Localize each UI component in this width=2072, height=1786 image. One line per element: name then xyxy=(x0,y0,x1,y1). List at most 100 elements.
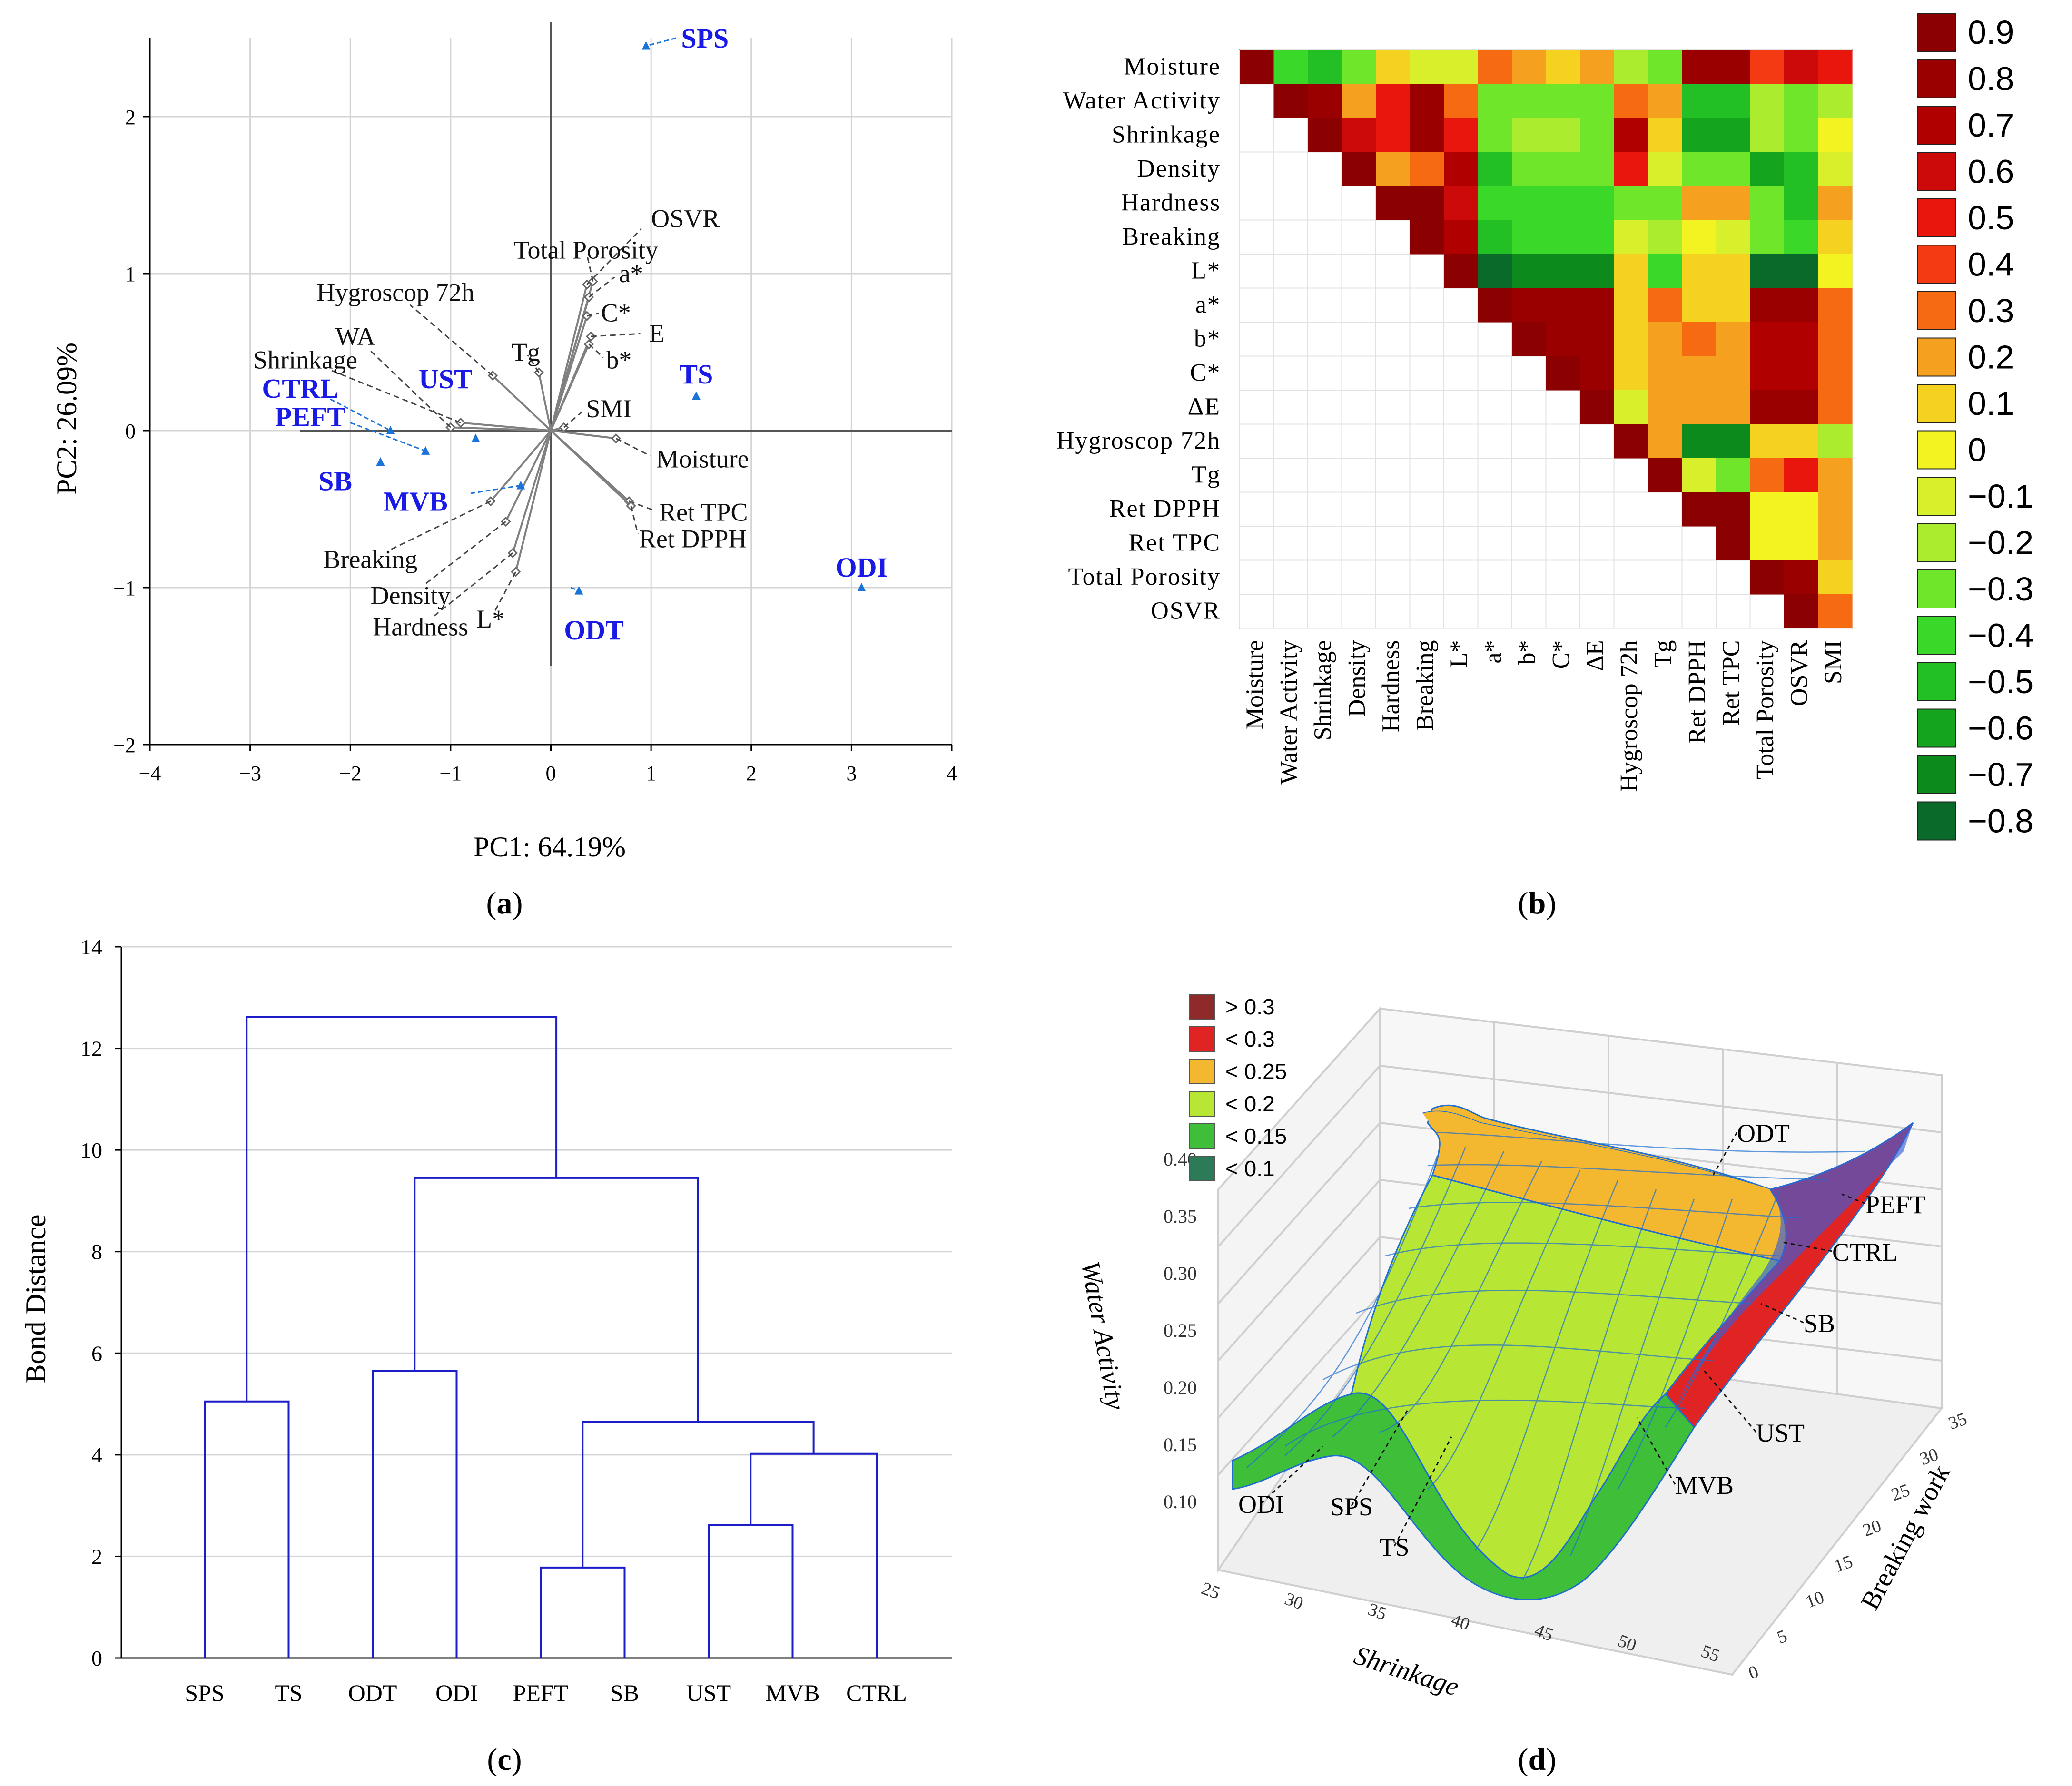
heatmap-cell xyxy=(1614,50,1648,84)
heatmap-cell xyxy=(1512,152,1546,186)
heatmap-cell xyxy=(1818,492,1853,527)
pca-variable-label: Hygroscop 72h xyxy=(316,278,474,307)
heatmap-cell xyxy=(1784,220,1818,255)
surface-legend-swatch xyxy=(1189,994,1215,1020)
heatmap-cell xyxy=(1614,220,1648,255)
legend-swatch xyxy=(1917,708,1956,748)
heatmap-cell xyxy=(1580,84,1614,118)
heatmap-cell xyxy=(1546,220,1580,255)
heatmap-cell xyxy=(1614,288,1648,323)
heatmap-cell xyxy=(1512,254,1546,288)
pca-variable-label: a* xyxy=(619,259,643,288)
dendrogram-leaf-label: PEFT xyxy=(513,1679,569,1706)
heatmap-cell xyxy=(1546,356,1580,391)
heatmap-cell xyxy=(1580,356,1614,391)
surface-z-tick-label: 0.30 xyxy=(1164,1263,1197,1284)
dendrogram-leaf-label: SPS xyxy=(185,1679,224,1706)
surface-legend-swatch xyxy=(1189,1123,1215,1149)
panel-label-b: (b) xyxy=(1518,886,1557,921)
heatmap-cell xyxy=(1750,560,1785,595)
surface-annotation-label: SB xyxy=(1804,1309,1835,1338)
heatmap-cell xyxy=(1818,458,1853,492)
heatmap-cell xyxy=(1784,322,1818,356)
surface-annotation-leader xyxy=(1712,1132,1738,1176)
heatmap-cell xyxy=(1376,84,1410,118)
legend-label: −0.6 xyxy=(1968,710,2033,747)
surface-annotation-leader xyxy=(1393,1436,1452,1547)
surface-z-tick-label: 0.15 xyxy=(1164,1434,1197,1455)
pca-y-tick-label: 0 xyxy=(125,420,136,443)
pca-sample-marker-ctrl xyxy=(386,426,395,434)
surface-legend-label: < 0.1 xyxy=(1225,1156,1275,1181)
heatmap-cell xyxy=(1716,322,1750,356)
heatmap-cell xyxy=(1648,84,1682,118)
heatmap-cell xyxy=(1546,254,1580,288)
pca-label-leader xyxy=(588,276,615,298)
pca-variable-label: Ret DPPH xyxy=(639,525,747,553)
legend-label: 0.1 xyxy=(1968,385,2014,422)
surface-x-axis-title: Shrinkage xyxy=(1351,1640,1462,1702)
panel-label-c-letter: c xyxy=(497,1742,511,1777)
dendrogram-y-tick-label: 4 xyxy=(91,1443,102,1467)
heatmap-cell xyxy=(1444,84,1478,118)
pca-y-tick-label: 2 xyxy=(125,106,136,129)
pca-variable-label: Breaking xyxy=(323,545,417,574)
pca-sample-leader xyxy=(330,398,391,432)
heatmap-row-label: ΔE xyxy=(1188,393,1221,420)
pca-variable-label: Total Porosity xyxy=(513,236,658,265)
pca-variable-label: Tg xyxy=(512,338,540,366)
heatmap-cell xyxy=(1716,492,1750,527)
legend-label: 0.6 xyxy=(1968,153,2014,190)
heatmap-cell xyxy=(1580,152,1614,186)
heatmap-row-label: Tg xyxy=(1191,461,1221,488)
legend-label: −0.2 xyxy=(1968,524,2033,561)
pca-vector-density xyxy=(504,430,552,522)
pca-label-leader xyxy=(630,506,639,534)
heatmap-cell xyxy=(1784,526,1818,560)
dendrogram-leaf-labels: SPS TS ODT ODI PEFT SB UST MVB CTRL xyxy=(185,1679,907,1706)
heatmap-cell xyxy=(1648,322,1682,356)
heatmap-cell xyxy=(1512,186,1546,220)
heatmap-cell xyxy=(1614,152,1648,186)
pca-label-leader xyxy=(424,521,506,585)
heatmap-cell xyxy=(1546,84,1580,118)
heatmap-cell xyxy=(1682,322,1717,356)
heatmap-cell xyxy=(1444,220,1478,255)
pca-vector-ret-dpph xyxy=(550,430,632,507)
pca-variable-label: C* xyxy=(601,299,631,327)
heatmap-cell xyxy=(1648,118,1682,152)
pca-sample-leader xyxy=(646,37,677,47)
heatmap-cell xyxy=(1716,152,1750,186)
pca-x-tick-label: −2 xyxy=(339,762,362,785)
heatmap-cell xyxy=(1546,288,1580,323)
dendrogram-link xyxy=(540,1566,626,1658)
heatmap-column-labels: Moisture Water Activity Shrinkage Density Ha… xyxy=(1242,640,1847,792)
heatmap-cell xyxy=(1580,322,1614,356)
heatmap-cell xyxy=(1648,186,1682,220)
surface-mesh-lines xyxy=(1246,1131,1866,1580)
surface-y-tick-label: 0 xyxy=(1746,1661,1761,1683)
heatmap-cell xyxy=(1512,288,1546,323)
surface-annotation-leader xyxy=(1760,1303,1804,1324)
heatmap-cell xyxy=(1648,390,1682,424)
heatmap-cell xyxy=(1818,152,1853,186)
heatmap-cell xyxy=(1784,458,1818,492)
heatmap-cell xyxy=(1818,84,1853,118)
surface-x-tick-label: 30 xyxy=(1282,1589,1306,1613)
legend-swatch xyxy=(1917,59,1956,98)
legend-label: 0.9 xyxy=(1968,14,2014,51)
heatmap-cell xyxy=(1376,118,1410,152)
heatmap-cell xyxy=(1648,458,1682,492)
heatmap-cell xyxy=(1682,492,1717,527)
heatmap-cell xyxy=(1784,152,1818,186)
legend-swatch xyxy=(1917,384,1956,423)
heatmap-cell xyxy=(1546,50,1580,84)
heatmap-cell xyxy=(1750,186,1785,220)
heatmap-row-label: Density xyxy=(1137,155,1221,182)
heatmap-cell xyxy=(1750,424,1785,459)
heatmap-cell xyxy=(1818,288,1853,323)
legend-label: −0.4 xyxy=(1968,617,2033,654)
heatmap-cell xyxy=(1818,220,1853,255)
